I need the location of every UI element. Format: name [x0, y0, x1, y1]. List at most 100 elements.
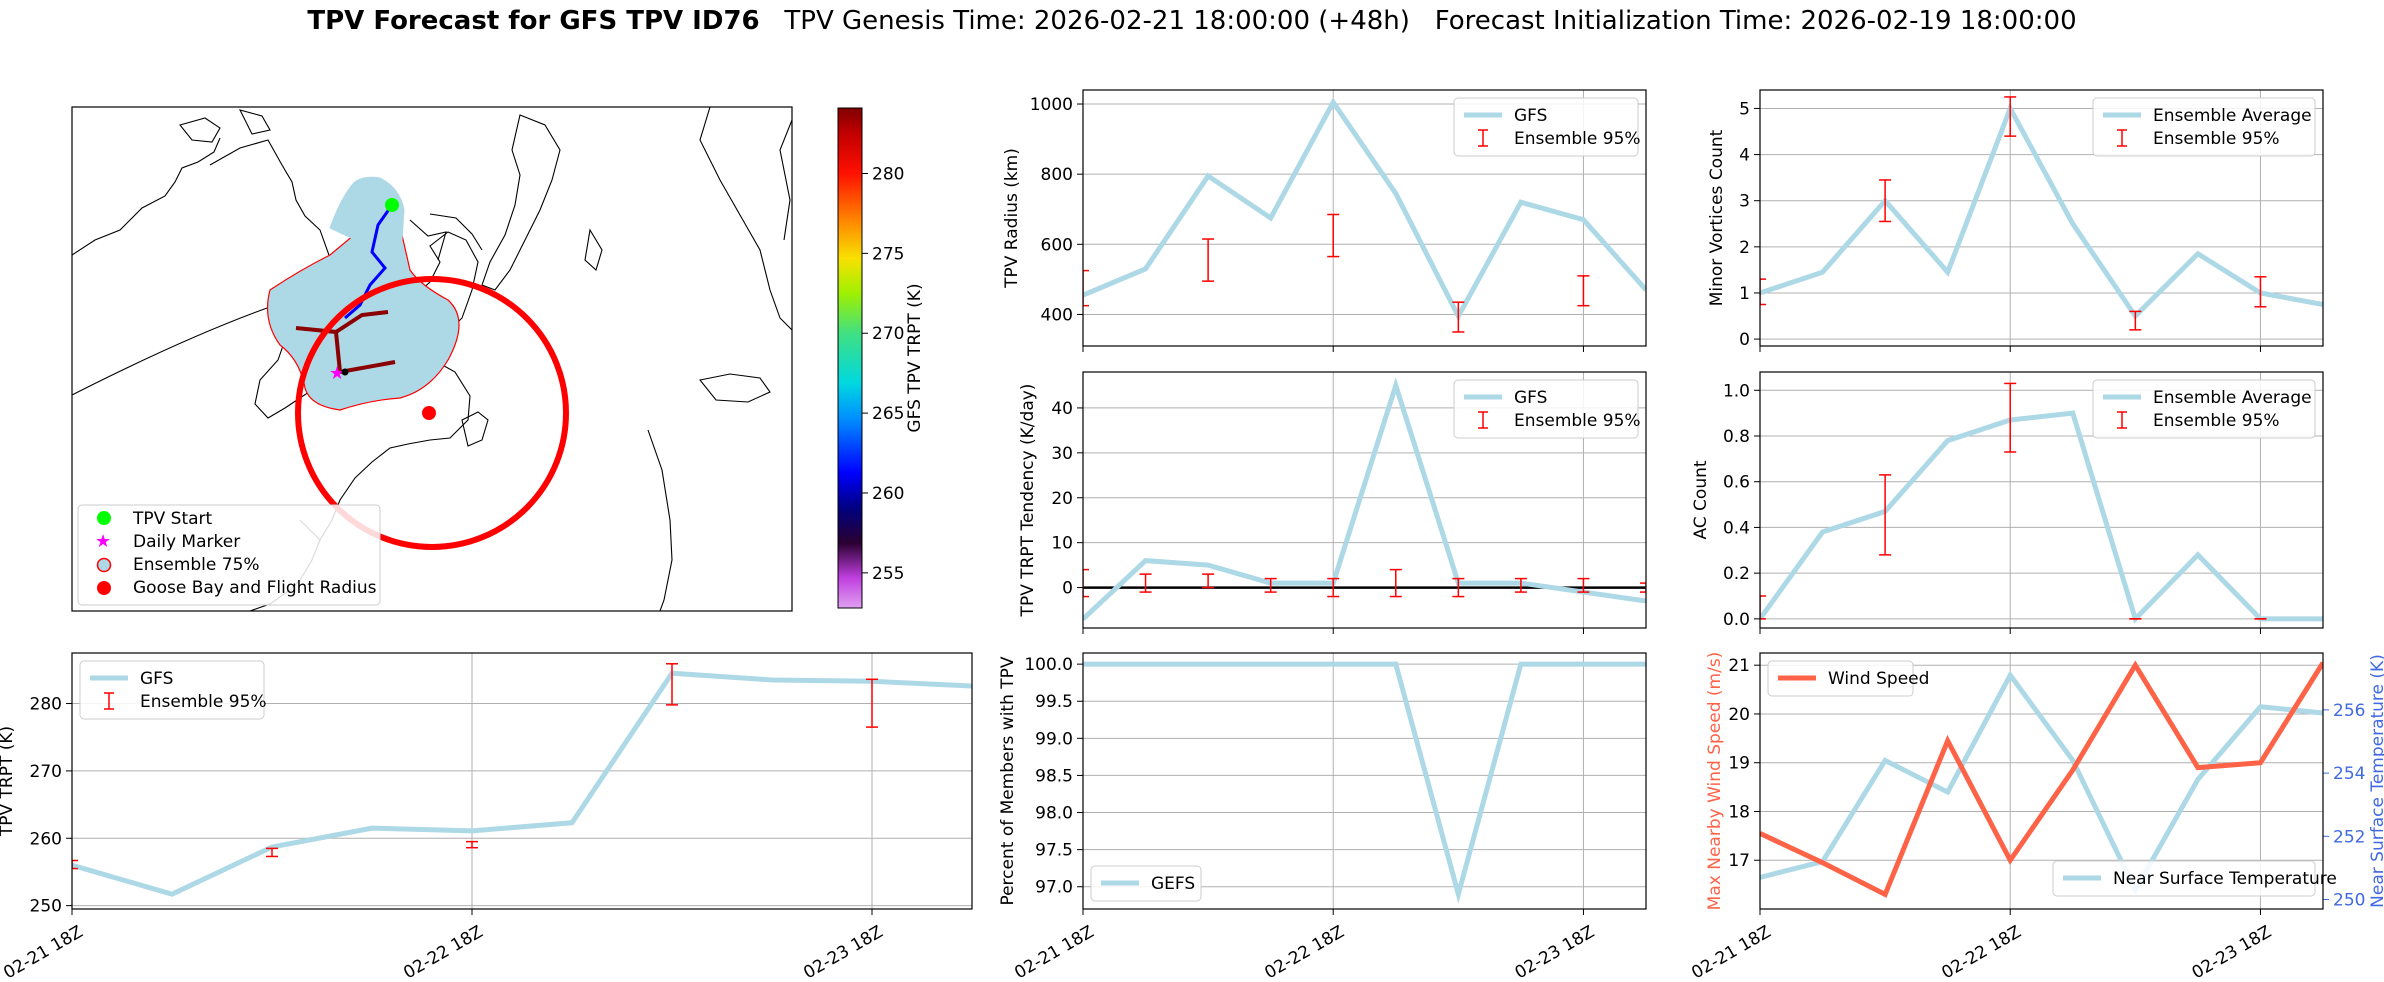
legend-label: GFS: [140, 669, 173, 689]
y-tick-label: 270: [30, 762, 62, 782]
series-line: [1083, 377, 1646, 621]
y-tick-label: 97.0: [1035, 878, 1073, 898]
chart-members: 97.0 97.5 98.0 98.5 99.0 99.5 100.0 02-21 18Z 02…: [998, 652, 1647, 982]
colorbar-tick-label: 255: [872, 564, 904, 584]
y-tick-label: 5: [1739, 99, 1750, 119]
y-tick-label: 20: [1051, 489, 1073, 509]
plot-marks: [1083, 97, 1646, 333]
map-panel: ★ ★ TPV Start Daily Marker Ensemble 75% …: [71, 106, 793, 612]
legend-label: Ensemble Average: [2153, 106, 2312, 126]
y-tick-label: 19: [1728, 754, 1750, 774]
y-axis-label: TPV TRPT (K): [0, 726, 17, 837]
series-line: [1760, 410, 2323, 624]
legend-label: Ensemble 95%: [2153, 129, 2280, 149]
legend-label: Ensemble 95%: [140, 692, 267, 712]
y-tick-label: 250: [30, 897, 62, 917]
colorbar-tick-label: 275: [872, 244, 904, 264]
legend-star-icon: ★: [95, 531, 111, 552]
y-tick-label: 0.0: [1723, 610, 1750, 630]
arctic-islands: [179, 109, 603, 291]
legend-label: GFS: [1514, 106, 1547, 126]
legend-label: Ensemble 95%: [1514, 129, 1641, 149]
y-tick-label: 3: [1739, 192, 1750, 212]
colorbar: 255 260 265 270 275 280 GFS TPV TRPT (K): [837, 107, 925, 609]
y-tick-label: 20: [1728, 705, 1750, 725]
coastline-northwest: [72, 137, 221, 256]
colorbar-tick-label: 270: [872, 324, 904, 344]
colorbar-ticks: 255 260 265 270 275 280: [862, 164, 904, 584]
y-tick-label: 100.0: [1024, 655, 1073, 675]
goose-bay-marker: [422, 406, 436, 420]
series-line: [1083, 661, 1646, 904]
legend-label: Ensemble 95%: [1514, 411, 1641, 431]
plot-marks: [1760, 96, 2323, 331]
y-tick-label: 0.8: [1723, 427, 1750, 447]
x-tick-label: 02-23 18Z: [1512, 922, 1598, 982]
legend-label: Ensemble Average: [2153, 388, 2312, 408]
legend-start-icon: [97, 511, 111, 525]
ensemble-75-area-north: [329, 176, 405, 246]
y-tick-label: 0.6: [1723, 473, 1750, 493]
x-tick-label: 02-22 18Z: [1938, 922, 2024, 982]
map-legend-label: TPV Start: [132, 509, 213, 529]
plot-frame: [1082, 652, 1647, 910]
x-tick-label: 02-21 18Z: [1688, 922, 1774, 982]
x-tick-label: 02-21 18Z: [0, 922, 86, 982]
track-end-dot: [341, 368, 349, 376]
title-bold: TPV Forecast for GFS TPV ID76: [307, 6, 760, 36]
y-tick-label: 280: [30, 695, 62, 715]
y-axis-label: TPV Radius (km): [1002, 148, 1022, 289]
colorbar-tick-label: 260: [872, 484, 904, 504]
title-init: Forecast Initialization Time: 2026-02-19…: [1434, 6, 2077, 36]
y-tick-label: 97.5: [1035, 841, 1073, 861]
y-tick-label: 99.5: [1035, 692, 1073, 712]
colorbar-bar: [837, 107, 863, 609]
legend-box: [2092, 379, 2316, 439]
map-legend: ★ TPV Start Daily Marker Ensemble 75% Go…: [77, 504, 381, 606]
y-tick-label: 1: [1739, 284, 1750, 304]
series-line: [1083, 97, 1646, 322]
chart-minor: 0 1 2 3 4 5 Minor Vortices Count Ensemble Avera…: [1707, 89, 2324, 352]
plot-frame: [1082, 89, 1647, 347]
plot-marks: [72, 663, 972, 897]
y-tick-label: 1.0: [1723, 381, 1750, 401]
greenland-coast: [699, 107, 792, 331]
map-legend-label: Goose Bay and Flight Radius: [133, 578, 377, 598]
legend-label: Ensemble 95%: [2153, 411, 2280, 431]
map-legend-box: [77, 504, 381, 606]
y-tick-label: 0: [1062, 579, 1073, 599]
legend-label: Wind Speed: [1828, 669, 1929, 689]
y-tick-label: 21: [1728, 656, 1750, 676]
colorbar-tick-label: 265: [872, 404, 904, 424]
plot-frame: [1082, 371, 1647, 629]
y-axis-label: AC Count: [1691, 460, 1711, 539]
plot-frame: [1759, 89, 2324, 347]
chart-trpt: 250 260 270 280 02-21 18Z 02-22 18Z 02-23 18Z T…: [0, 652, 973, 982]
colorbar-tick-label: 280: [872, 164, 904, 184]
y-tick-label: 1000: [1030, 95, 1073, 115]
x-tick-label: 02-21 18Z: [1011, 922, 1097, 982]
ensemble-track: [295, 310, 396, 375]
legend-box: [1767, 660, 1914, 697]
y-tick-label: 2: [1739, 238, 1750, 258]
figure-title: TPV Forecast for GFS TPV ID76 TPV Genesi…: [0, 6, 2384, 36]
coastline-labrador: [409, 213, 483, 261]
colorbar-label: GFS TPV TRPT (K): [905, 283, 925, 432]
y2-axis-label: Near Surface Temperature (K): [2368, 654, 2384, 908]
y-tick-label: 10: [1051, 534, 1073, 554]
y-tick-label: 4: [1739, 146, 1750, 166]
legend-ensemble75-icon: [96, 557, 112, 573]
y-axis-label: Max Nearby Wind Speed (m/s): [1705, 652, 1725, 911]
x-tick-label: 02-22 18Z: [1261, 922, 1347, 982]
iceland-area: [699, 373, 771, 403]
x-tick-label: 02-22 18Z: [400, 922, 486, 982]
y-tick-label: 30: [1051, 444, 1073, 464]
y-tick-label: 98.0: [1035, 804, 1073, 824]
y-tick-label: 98.5: [1035, 766, 1073, 786]
legend-box: [2052, 860, 2316, 897]
series-line-wind: [1760, 660, 2323, 898]
y-tick-label: 99.0: [1035, 729, 1073, 749]
y-axis-label: Percent of Members with TPV: [998, 656, 1018, 905]
plot-marks: [1083, 377, 1646, 621]
